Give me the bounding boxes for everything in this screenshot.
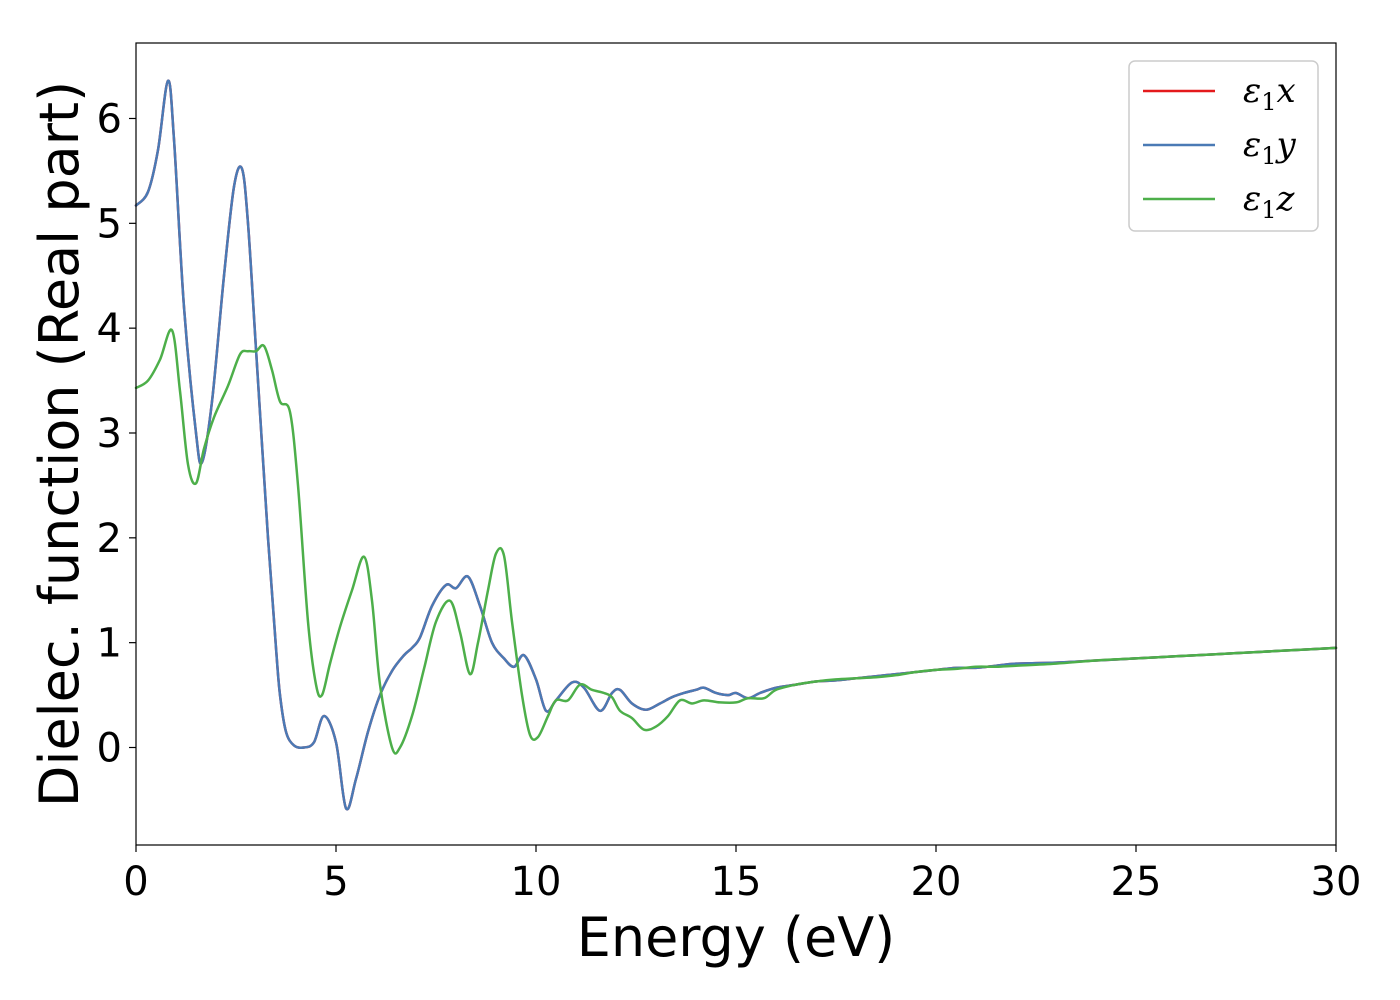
x-tick-label: 20 — [911, 859, 962, 905]
x-tick-label: 15 — [711, 859, 762, 905]
x-tick-label: 25 — [1111, 859, 1162, 905]
x-tick-label: 10 — [511, 859, 562, 905]
y-tick-label: 5 — [97, 201, 122, 247]
y-axis: 0 1 2 3 4 5 6 — [97, 96, 136, 772]
y-tick-label: 1 — [97, 621, 122, 667]
x-axis-label: Energy (eV) — [577, 906, 896, 969]
series-layer — [134, 79, 1338, 811]
y-tick-label: 3 — [97, 411, 122, 457]
x-tick-label: 30 — [1311, 859, 1362, 905]
legend-label-x: ε1x — [1243, 71, 1296, 116]
x-tick-label: 0 — [123, 859, 148, 905]
y-axis-label: Dielec. function (Real part) — [28, 81, 91, 807]
legend-label-z: ε1z — [1243, 179, 1296, 224]
legend-label-y: ε1y — [1243, 125, 1297, 170]
x-axis: 0 5 10 15 20 25 30 — [123, 845, 1361, 905]
legend-box — [1128, 60, 1319, 232]
y-tick-label: 4 — [97, 306, 122, 352]
legend: ε1x ε1y ε1z — [1128, 60, 1319, 232]
y-tick-label: 0 — [97, 726, 122, 772]
y-tick-label: 6 — [97, 96, 122, 142]
series-line-z — [134, 328, 1338, 755]
x-tick-label: 5 — [323, 859, 348, 905]
y-tick-label: 2 — [97, 516, 122, 562]
